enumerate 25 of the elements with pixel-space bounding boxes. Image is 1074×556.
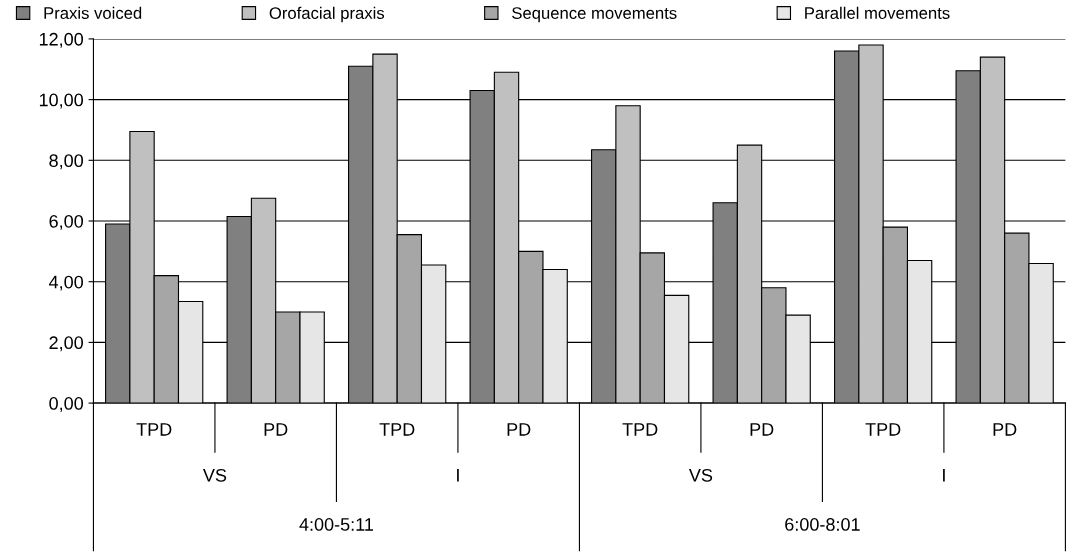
- text: VS: [202, 468, 227, 482]
- legend-label: Praxis voiced: [44, 6, 142, 19]
- legend-label: Parallel movements: [805, 6, 950, 19]
- y-tick-label: 0,00: [49, 397, 84, 412]
- y-tick-label: 4,00: [48, 275, 84, 291]
- x-tick-label: TPD: [865, 423, 901, 436]
- text: 6:00-8:01: [785, 518, 860, 531]
- y-tick-label: 10,00: [39, 93, 84, 109]
- x-tick-label: PD: [264, 423, 288, 436]
- y-tick-label: 2,00: [49, 336, 84, 352]
- x-tick-label: TPD: [379, 423, 415, 436]
- y-tick-label: 12,00: [39, 32, 84, 48]
- y-tick-label: 8,00: [49, 154, 84, 170]
- legend-label: Orofacial praxis: [269, 6, 385, 23]
- x-tick-label: TPD: [136, 423, 172, 436]
- x-tick-label: PD: [507, 423, 531, 436]
- text: I: [943, 469, 945, 482]
- text: VS: [688, 468, 713, 482]
- x-tick-label: PD: [750, 423, 774, 436]
- legend-label: Sequence movements: [512, 7, 677, 23]
- text: 4:00-5:11: [299, 518, 374, 531]
- y-tick-label: 6,00: [49, 214, 84, 230]
- text: I: [457, 469, 459, 482]
- x-tick-label: PD: [993, 423, 1017, 436]
- x-tick-label: TPD: [622, 423, 658, 436]
